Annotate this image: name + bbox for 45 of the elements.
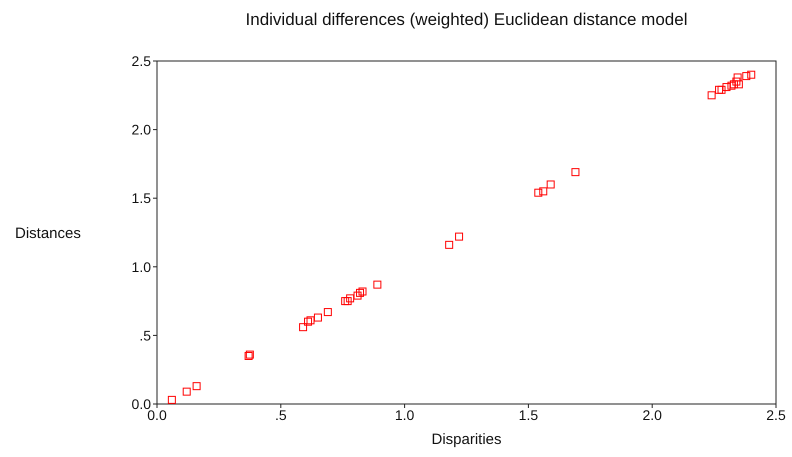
- x-tick-label: .5: [274, 406, 287, 423]
- point: [734, 73, 742, 82]
- y-tick-label: 2.5: [132, 52, 152, 69]
- y-tick-label: .5: [139, 327, 152, 344]
- point: [539, 187, 548, 196]
- y-tick-label: 2.0: [132, 122, 152, 138]
- point: [732, 78, 740, 86]
- point: [306, 316, 315, 324]
- point: [734, 80, 743, 88]
- point: [730, 80, 738, 88]
- point: [715, 86, 724, 94]
- point: [373, 280, 382, 289]
- x-tick-label: 2.0: [642, 406, 662, 423]
- point: [341, 297, 350, 306]
- point: [324, 308, 332, 316]
- point: [314, 314, 322, 322]
- x-axis-title: Disparities: [431, 431, 502, 448]
- point: [455, 232, 464, 241]
- point: [708, 91, 716, 100]
- point: [356, 288, 364, 297]
- point: [727, 82, 736, 90]
- x-tick-label: 2.5: [766, 406, 786, 423]
- point: [747, 70, 756, 79]
- point: [344, 297, 352, 306]
- point: [358, 287, 367, 296]
- point: [304, 318, 312, 326]
- point: [445, 240, 454, 249]
- point: [168, 396, 176, 404]
- point: [722, 83, 730, 92]
- point: [354, 292, 362, 300]
- x-tick-label: 1.0: [394, 406, 415, 423]
- y-tick-label: 1.0: [132, 258, 152, 275]
- point: [718, 86, 726, 94]
- point: [546, 180, 555, 188]
- point: [742, 72, 750, 80]
- y-axis-title: Distances: [15, 224, 81, 242]
- point: [346, 294, 354, 302]
- point: [299, 323, 308, 332]
- point: [192, 382, 201, 390]
- point: [534, 188, 542, 197]
- point: [182, 388, 191, 396]
- x-tick-label: 1.5: [518, 406, 538, 423]
- chart-title: Individual differences (weighted) Euclidean distance model: [244, 10, 688, 30]
- y-tick-label: 1.5: [132, 190, 152, 206]
- point: [571, 168, 580, 176]
